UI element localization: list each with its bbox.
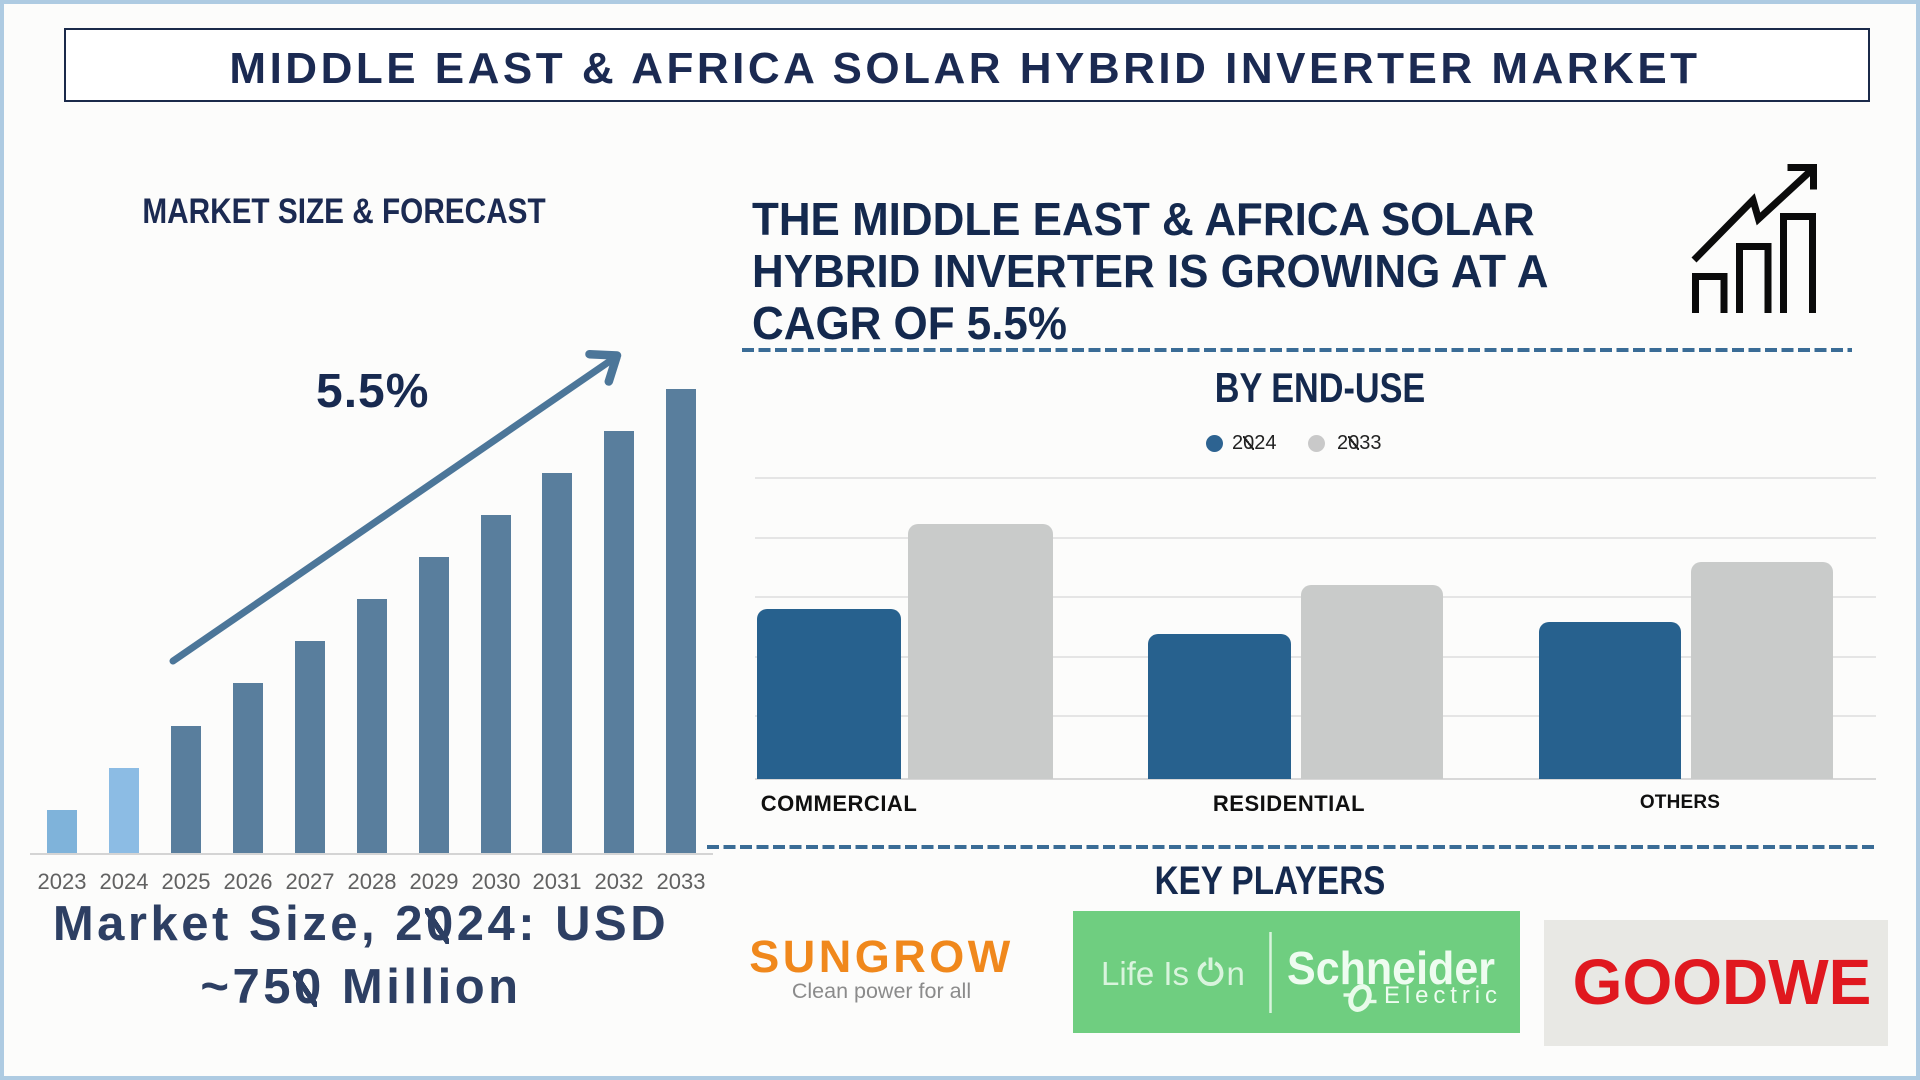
svg-text:n: n <box>1227 955 1245 992</box>
svg-text:Schneider: Schneider <box>1287 942 1495 994</box>
svg-text:Life Is: Life Is <box>1101 955 1189 992</box>
